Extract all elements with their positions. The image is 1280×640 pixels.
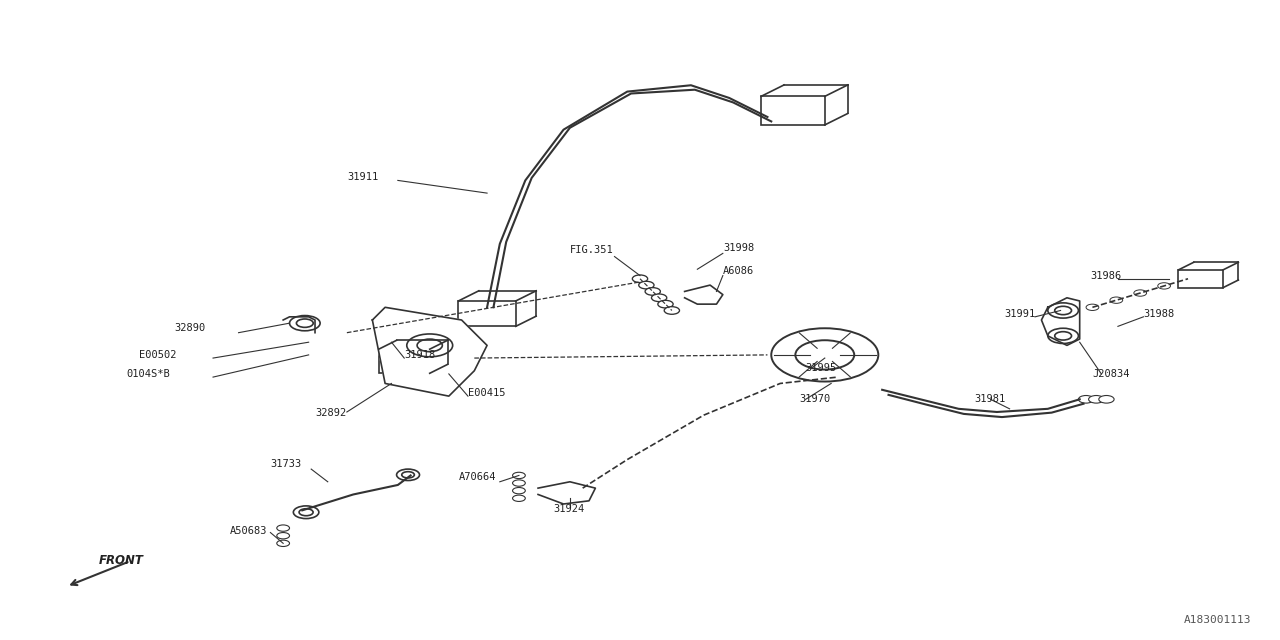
Text: 31991: 31991 xyxy=(1005,309,1036,319)
Circle shape xyxy=(1110,297,1123,303)
Circle shape xyxy=(652,294,667,301)
Circle shape xyxy=(645,287,660,295)
Bar xyxy=(379,349,430,373)
Circle shape xyxy=(1181,276,1194,282)
Circle shape xyxy=(276,532,289,539)
Circle shape xyxy=(1079,396,1093,403)
Text: FRONT: FRONT xyxy=(99,554,143,567)
Circle shape xyxy=(300,509,314,516)
Text: 31924: 31924 xyxy=(553,504,585,514)
Circle shape xyxy=(632,275,648,283)
Text: E00502: E00502 xyxy=(140,350,177,360)
Circle shape xyxy=(402,472,415,478)
Circle shape xyxy=(297,319,314,327)
Text: 31995: 31995 xyxy=(805,363,837,372)
Circle shape xyxy=(795,340,854,369)
Text: 32890: 32890 xyxy=(175,323,206,333)
Circle shape xyxy=(664,307,680,314)
Circle shape xyxy=(1134,290,1147,296)
Circle shape xyxy=(639,282,654,289)
Circle shape xyxy=(1088,396,1103,403)
Circle shape xyxy=(772,328,878,381)
Polygon shape xyxy=(372,307,488,396)
Circle shape xyxy=(1048,328,1079,344)
Bar xyxy=(458,301,516,326)
Text: 31970: 31970 xyxy=(799,394,831,404)
Text: 31998: 31998 xyxy=(723,243,754,253)
Text: E00415: E00415 xyxy=(468,388,506,398)
Circle shape xyxy=(512,495,525,502)
Text: J20834: J20834 xyxy=(1092,369,1130,379)
Bar xyxy=(762,97,824,125)
Text: 31986: 31986 xyxy=(1089,271,1121,281)
Circle shape xyxy=(512,480,525,486)
Circle shape xyxy=(1157,283,1170,289)
Circle shape xyxy=(1048,303,1079,318)
Circle shape xyxy=(293,506,319,518)
Text: 31911: 31911 xyxy=(347,172,378,182)
Circle shape xyxy=(512,488,525,494)
Circle shape xyxy=(512,472,525,479)
Text: A183001113: A183001113 xyxy=(1184,614,1252,625)
Text: A70664: A70664 xyxy=(460,472,497,482)
Text: A50683: A50683 xyxy=(229,527,268,536)
Circle shape xyxy=(276,540,289,547)
Circle shape xyxy=(417,339,443,351)
Text: 31988: 31988 xyxy=(1143,309,1175,319)
Circle shape xyxy=(397,469,420,481)
Circle shape xyxy=(407,334,453,356)
Text: 32892: 32892 xyxy=(315,408,347,419)
Text: 31981: 31981 xyxy=(974,394,1005,404)
Text: A6086: A6086 xyxy=(723,266,754,276)
Circle shape xyxy=(276,525,289,531)
Circle shape xyxy=(289,316,320,331)
Circle shape xyxy=(1055,332,1071,340)
Polygon shape xyxy=(1042,298,1080,346)
Text: 0104S*B: 0104S*B xyxy=(127,369,170,379)
Circle shape xyxy=(1055,307,1071,315)
Text: 31918: 31918 xyxy=(404,350,435,360)
Text: 31733: 31733 xyxy=(270,459,302,469)
Bar xyxy=(1179,270,1224,287)
Text: FIG.351: FIG.351 xyxy=(570,245,613,255)
Circle shape xyxy=(658,300,673,308)
Circle shape xyxy=(1085,304,1098,310)
Circle shape xyxy=(1098,396,1114,403)
